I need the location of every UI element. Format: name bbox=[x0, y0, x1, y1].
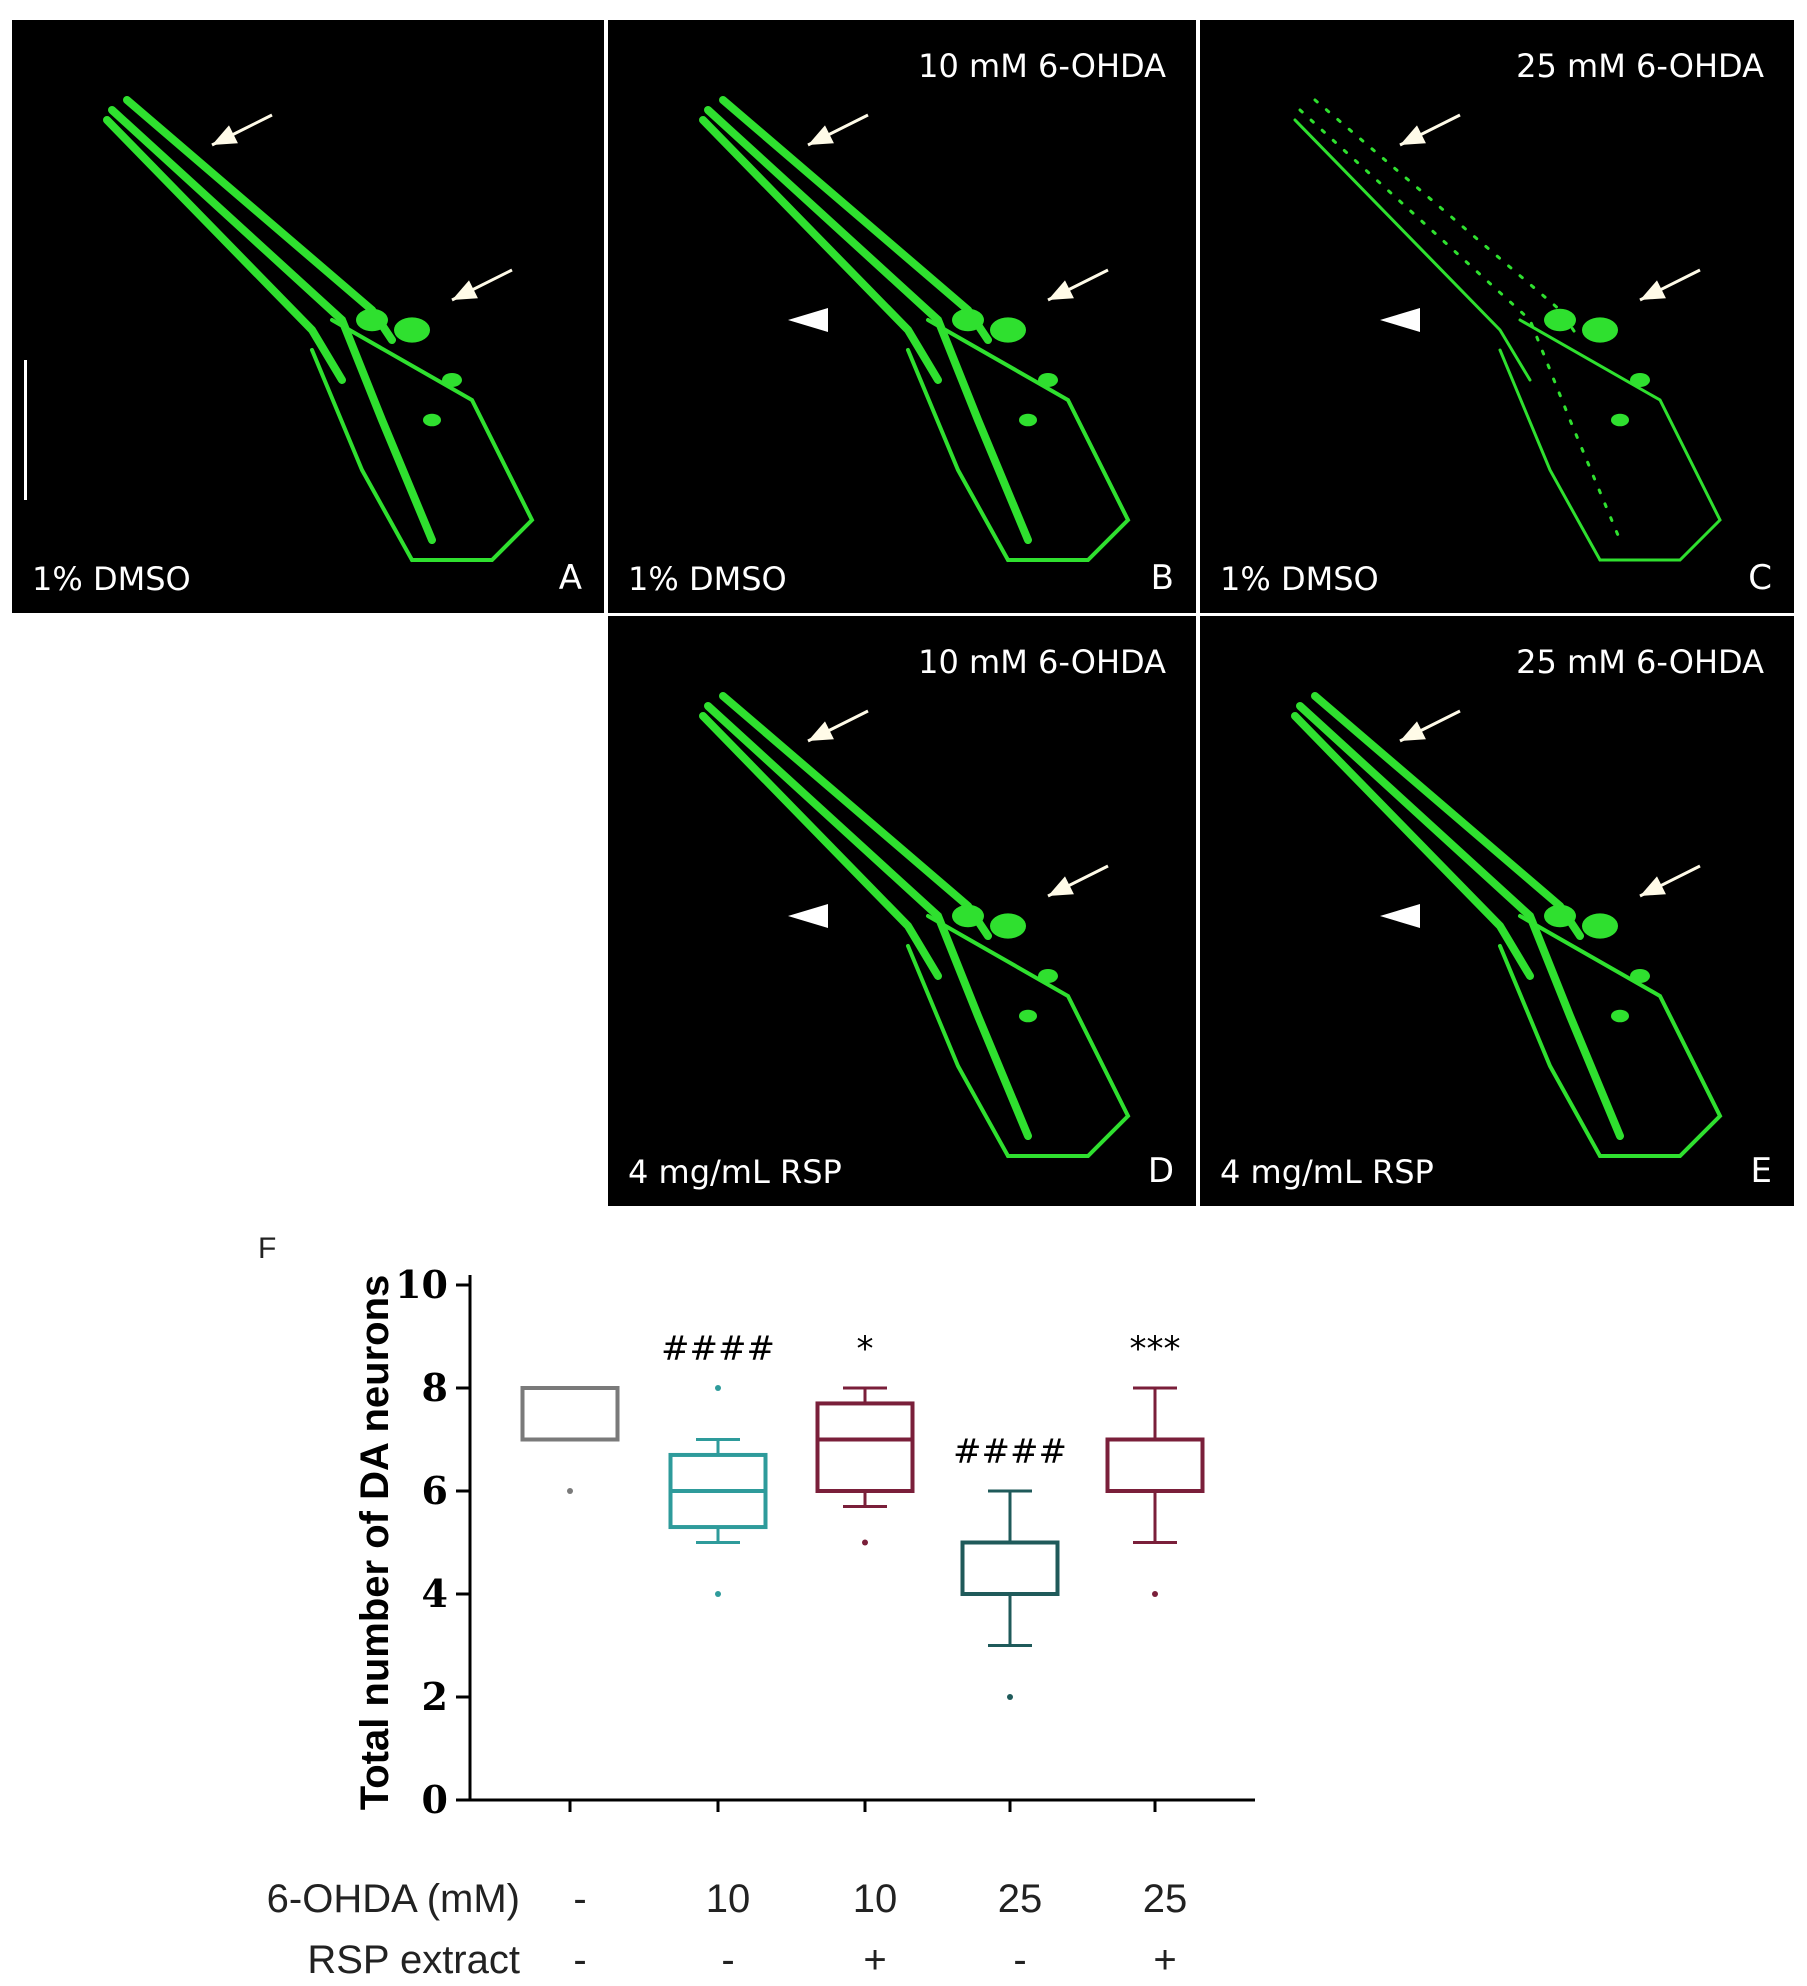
image-panel-a: 1% DMSO A bbox=[12, 20, 604, 613]
neuron-fluorescence-image bbox=[1291, 692, 1723, 1158]
panel-condition-label: 1% DMSO bbox=[1220, 560, 1379, 598]
group-ohda-value: 25 bbox=[998, 1877, 1043, 1921]
significance-annotation: *** bbox=[1130, 1329, 1181, 1369]
y-axis-label: Total number of DA neurons bbox=[353, 1275, 397, 1811]
outlier-point bbox=[1152, 1591, 1158, 1597]
neuron-fluorescence-image bbox=[699, 96, 1131, 562]
row-label-rsp-extract: RSP extract bbox=[307, 1938, 520, 1982]
group-rsp-value: + bbox=[863, 1938, 886, 1982]
y-tick-label: 4 bbox=[422, 1571, 448, 1616]
group-ohda-value: - bbox=[573, 1877, 586, 1921]
significance-annotation: #### bbox=[953, 1432, 1067, 1472]
panel-letter-c: C bbox=[1748, 558, 1772, 598]
panel-letter-d: D bbox=[1147, 1151, 1174, 1191]
arrowhead-indicator bbox=[788, 308, 828, 332]
panel-treatment-label: 25 mM 6-OHDA bbox=[1516, 643, 1764, 681]
group-rsp-value: - bbox=[573, 1938, 586, 1982]
panel-treatment-label: 10 mM 6-OHDA bbox=[918, 643, 1166, 681]
panel-condition-label: 4 mg/mL RSP bbox=[1220, 1153, 1434, 1191]
box-plot-chart: 0 2 4 6 8 10 Total number of DA neurons - - #### 1… bbox=[0, 1230, 1807, 1982]
neuron-fluorescence-image bbox=[103, 96, 535, 562]
y-tick-label: 8 bbox=[422, 1365, 448, 1410]
arrowhead-indicator bbox=[1380, 308, 1420, 332]
panel-letter-e: E bbox=[1750, 1151, 1772, 1191]
panel-condition-label: 1% DMSO bbox=[32, 560, 191, 598]
group-ohda-value: 25 bbox=[1143, 1877, 1188, 1921]
y-tick-label: 0 bbox=[422, 1777, 448, 1822]
panel-letter-b: B bbox=[1150, 558, 1174, 598]
group-ohda-value: 10 bbox=[853, 1877, 898, 1921]
panel-letter-a: A bbox=[558, 558, 582, 598]
significance-annotation: * bbox=[857, 1329, 874, 1369]
outlier-point bbox=[862, 1539, 868, 1546]
box bbox=[1105, 1437, 1205, 1493]
outlier-point bbox=[715, 1591, 721, 1597]
neuron-fluorescence-image bbox=[699, 692, 1131, 1158]
image-panel-c: 25 mM 6-OHDA 1% DMSO C bbox=[1200, 20, 1794, 613]
scale-bar bbox=[24, 360, 27, 500]
panel-condition-label: 4 mg/mL RSP bbox=[628, 1153, 842, 1191]
outlier-point bbox=[715, 1385, 721, 1391]
outlier-point bbox=[567, 1488, 573, 1494]
panel-treatment-label: 10 mM 6-OHDA bbox=[918, 47, 1166, 85]
panel-treatment-label: 25 mM 6-OHDA bbox=[1516, 47, 1764, 85]
row-label-6-ohda: 6-OHDA (mM) bbox=[267, 1877, 520, 1921]
significance-annotation: #### bbox=[661, 1329, 775, 1369]
image-panel-e: 25 mM 6-OHDA 4 mg/mL RSP E bbox=[1200, 616, 1794, 1206]
arrowhead-indicator bbox=[788, 904, 828, 928]
y-tick-label: 10 bbox=[395, 1262, 448, 1307]
group-rsp-value: + bbox=[1153, 1938, 1176, 1982]
group-rsp-value: - bbox=[1013, 1938, 1026, 1982]
box bbox=[815, 1401, 915, 1493]
outlier-point bbox=[1007, 1694, 1013, 1700]
box bbox=[520, 1386, 620, 1442]
group-ohda-value: 10 bbox=[706, 1877, 751, 1921]
neuron-fluorescence-image bbox=[1293, 98, 1722, 562]
image-panel-b: 10 mM 6-OHDA 1% DMSO B bbox=[608, 20, 1196, 613]
box bbox=[960, 1540, 1060, 1596]
panel-condition-label: 1% DMSO bbox=[628, 560, 787, 598]
image-panel-d: 10 mM 6-OHDA 4 mg/mL RSP D bbox=[608, 616, 1196, 1206]
y-tick-label: 6 bbox=[422, 1468, 448, 1513]
y-tick-label: 2 bbox=[422, 1674, 448, 1719]
panel-letter-f: F bbox=[258, 1232, 277, 1265]
group-rsp-value: - bbox=[721, 1938, 734, 1982]
arrowhead-indicator bbox=[1380, 904, 1420, 928]
